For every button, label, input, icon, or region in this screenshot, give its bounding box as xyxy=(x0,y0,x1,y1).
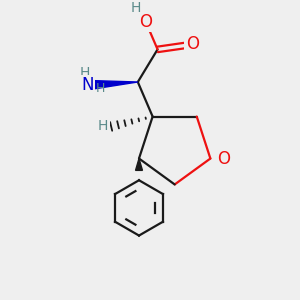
Text: H: H xyxy=(79,66,90,80)
Polygon shape xyxy=(136,158,142,170)
Text: O: O xyxy=(186,35,199,53)
Text: N: N xyxy=(81,76,94,94)
Polygon shape xyxy=(90,80,138,89)
Text: H: H xyxy=(95,82,105,95)
Text: O: O xyxy=(139,13,152,31)
Text: H: H xyxy=(98,119,108,134)
Text: O: O xyxy=(217,149,230,167)
Text: H: H xyxy=(131,1,141,15)
